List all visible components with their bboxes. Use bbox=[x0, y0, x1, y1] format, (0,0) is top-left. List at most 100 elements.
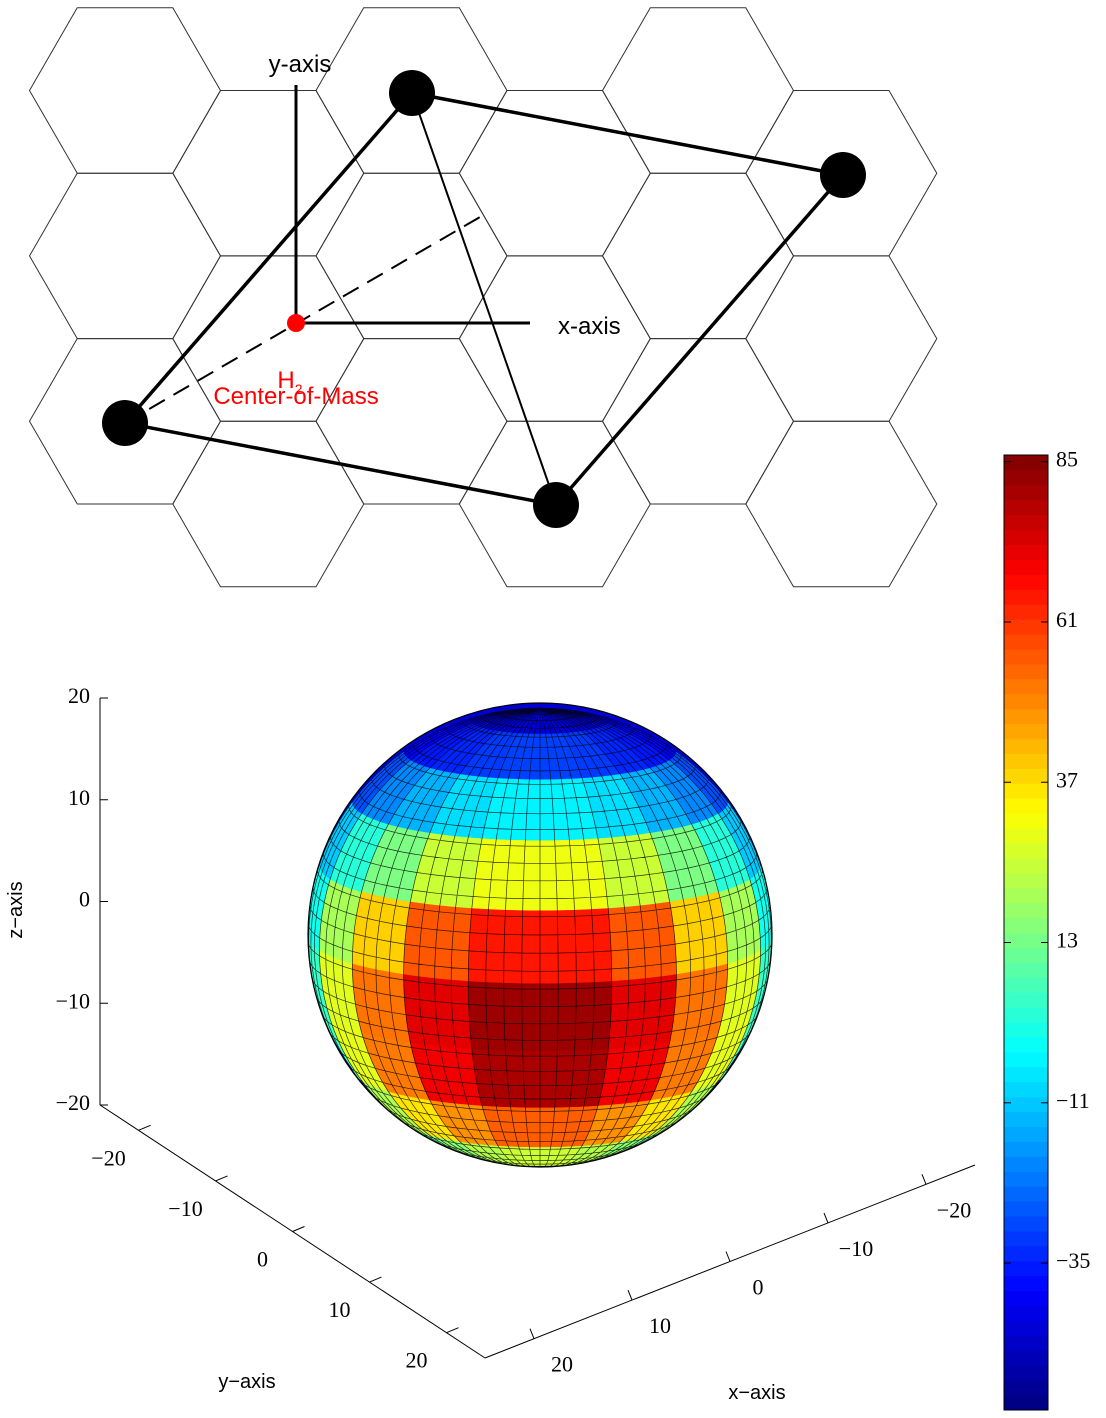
hexagon bbox=[316, 173, 507, 338]
colorbar-step bbox=[1004, 694, 1048, 709]
hexagon bbox=[603, 173, 794, 338]
tick-label: −10 bbox=[168, 1196, 202, 1221]
colorbar-step bbox=[1004, 783, 1048, 798]
tick-mark bbox=[824, 1213, 828, 1223]
colorbar-step bbox=[1004, 664, 1048, 679]
colorbar-step bbox=[1004, 1097, 1048, 1112]
hexagon bbox=[459, 91, 650, 256]
colorbar-step bbox=[1004, 530, 1048, 545]
hexagon bbox=[30, 173, 221, 338]
colorbar-step bbox=[1004, 903, 1048, 918]
colorbar-step bbox=[1004, 918, 1048, 933]
colorbar-step bbox=[1004, 1216, 1048, 1231]
colorbar-step bbox=[1004, 649, 1048, 664]
colorbar-step bbox=[1004, 679, 1048, 694]
colorbar-step bbox=[1004, 470, 1048, 485]
colorbar-step bbox=[1004, 873, 1048, 888]
hexagon bbox=[459, 256, 650, 421]
y-axis-label: y-axis bbox=[269, 51, 332, 78]
colorbar-step bbox=[1004, 753, 1048, 768]
colorbar-step bbox=[1004, 1007, 1048, 1022]
colorbar-step bbox=[1004, 933, 1048, 948]
colorbar-step bbox=[1004, 1395, 1048, 1410]
edge bbox=[412, 93, 556, 505]
atom bbox=[820, 152, 866, 198]
tick-label: −20 bbox=[56, 1090, 90, 1115]
colorbar-step bbox=[1004, 977, 1048, 992]
tick-mark bbox=[628, 1290, 632, 1300]
edge bbox=[125, 93, 412, 423]
colorbar-step bbox=[1004, 1037, 1048, 1052]
colorbar-step bbox=[1004, 1231, 1048, 1246]
z-axis-title: z−axis bbox=[5, 881, 27, 938]
colorbar-step bbox=[1004, 1141, 1048, 1156]
colorbar-step bbox=[1004, 1022, 1048, 1037]
colorbar-step bbox=[1004, 1082, 1048, 1097]
colorbar-step bbox=[1004, 1201, 1048, 1216]
colorbar-step bbox=[1004, 813, 1048, 828]
tick-label: −20 bbox=[91, 1145, 125, 1170]
hexagon bbox=[30, 8, 221, 173]
tick-label: −10 bbox=[839, 1236, 873, 1261]
tick-mark bbox=[370, 1277, 382, 1282]
colorbar-step bbox=[1004, 619, 1048, 634]
sphere bbox=[308, 703, 772, 1167]
atom bbox=[533, 482, 579, 528]
colorbar-step bbox=[1004, 634, 1048, 649]
colorbar-step bbox=[1004, 500, 1048, 515]
colorbar-step bbox=[1004, 1112, 1048, 1127]
hexagon bbox=[746, 256, 937, 421]
colorbar-step bbox=[1004, 1335, 1048, 1350]
atom bbox=[389, 70, 435, 116]
tick-label: 10 bbox=[329, 1297, 351, 1322]
colorbar-step bbox=[1004, 1067, 1048, 1082]
hexagon bbox=[746, 421, 937, 586]
tick-label: 0 bbox=[257, 1247, 268, 1272]
colorbar-step bbox=[1004, 858, 1048, 873]
hexagon bbox=[603, 339, 794, 504]
colorbar-step bbox=[1004, 1276, 1048, 1291]
y-axis-title: y−axis bbox=[218, 1371, 275, 1393]
tick-label: −20 bbox=[937, 1197, 971, 1222]
edge bbox=[556, 175, 843, 505]
colorbar-tick-label: 85 bbox=[1056, 447, 1078, 472]
colorbar-step bbox=[1004, 1365, 1048, 1380]
colorbar-step bbox=[1004, 709, 1048, 724]
colorbar-tick-label: 61 bbox=[1056, 607, 1078, 632]
colorbar-step bbox=[1004, 947, 1048, 962]
colorbar-step bbox=[1004, 1156, 1048, 1171]
colorbar-step bbox=[1004, 455, 1048, 470]
atom bbox=[102, 400, 148, 446]
colorbar-step bbox=[1004, 604, 1048, 619]
colorbar-step bbox=[1004, 992, 1048, 1007]
colorbar-step bbox=[1004, 559, 1048, 574]
tick-mark bbox=[530, 1329, 534, 1339]
colorbar-step bbox=[1004, 962, 1048, 977]
x-axis-title: x−axis bbox=[728, 1382, 785, 1404]
colorbar-step bbox=[1004, 843, 1048, 858]
colorbar-tick-label: −35 bbox=[1056, 1248, 1090, 1273]
colorbar-step bbox=[1004, 798, 1048, 813]
center-label: Center-of-Mass bbox=[213, 383, 378, 410]
colorbar-step bbox=[1004, 888, 1048, 903]
tick-mark bbox=[447, 1328, 459, 1333]
colorbar-step bbox=[1004, 1291, 1048, 1306]
hexagon bbox=[173, 421, 364, 586]
colorbar-step bbox=[1004, 589, 1048, 604]
colorbar-step bbox=[1004, 1380, 1048, 1395]
colorbar-step bbox=[1004, 739, 1048, 754]
tick-label: 0 bbox=[79, 887, 90, 912]
colorbar-step bbox=[1004, 724, 1048, 739]
tick-mark bbox=[139, 1125, 151, 1130]
colorbar-step bbox=[1004, 1350, 1048, 1365]
center-of-mass bbox=[287, 314, 305, 332]
colorbar-step bbox=[1004, 485, 1048, 500]
tick-mark bbox=[293, 1227, 305, 1232]
colorbar-step bbox=[1004, 1052, 1048, 1067]
tick-label: 20 bbox=[551, 1352, 573, 1377]
colorbar: 85613713−11−35 bbox=[1004, 447, 1090, 1411]
tick-label: 10 bbox=[649, 1313, 671, 1338]
colorbar-step bbox=[1004, 515, 1048, 530]
colorbar-step bbox=[1004, 828, 1048, 843]
colorbar-step bbox=[1004, 574, 1048, 589]
